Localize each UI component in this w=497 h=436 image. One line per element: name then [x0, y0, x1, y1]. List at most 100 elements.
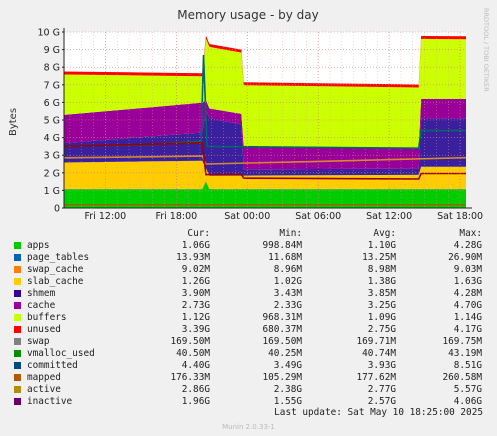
legend-swatch — [14, 350, 21, 357]
legend-max: 8.51G — [453, 360, 482, 371]
header-min: Min: — [279, 228, 302, 239]
header-cur: Cur: — [187, 228, 210, 239]
legend-name: inactive — [27, 396, 73, 407]
legend-max: 260.58M — [442, 372, 482, 383]
legend-swatch — [14, 326, 21, 333]
legend-cur: 176.33M — [170, 372, 210, 383]
legend-avg: 2.75G — [367, 324, 396, 335]
legend-cur: 2.73G — [181, 300, 210, 311]
y-tick-label: 2 G — [44, 168, 60, 179]
legend-row-apps: apps 1.06G 998.84M 1.10G 4.28G — [14, 240, 489, 252]
last-update: Last update: Sat May 10 18:25:00 2025 — [274, 407, 483, 418]
legend-row-cache: cache 2.73G 2.33G 3.25G 4.70G — [14, 300, 489, 312]
legend-min: 2.33G — [273, 300, 302, 311]
legend-row-vmalloc_used: vmalloc_used 40.50M 40.25M 40.74M 43.19M — [14, 348, 489, 360]
legend-cur: 3.39G — [181, 324, 210, 335]
legend-cur: 3.90M — [181, 288, 210, 299]
legend-swatch — [14, 338, 21, 345]
legend-cur: 1.26G — [181, 276, 210, 287]
x-tick-label: Sat 00:00 — [224, 211, 270, 222]
legend-min: 105.29M — [262, 372, 302, 383]
legend-swatch — [14, 362, 21, 369]
legend-rows: apps 1.06G 998.84M 1.10G 4.28G page_tables 13.… — [14, 240, 489, 408]
legend-name: swap_cache — [27, 264, 84, 275]
y-tick-label: 10 G — [38, 28, 60, 39]
legend-name: cache — [27, 300, 56, 311]
legend-max: 9.03M — [453, 264, 482, 275]
legend-avg: 2.57G — [367, 396, 396, 407]
legend-min: 11.68M — [268, 252, 302, 263]
legend-max: 43.19M — [448, 348, 482, 359]
x-tick-label: Fri 18:00 — [155, 211, 197, 222]
legend-cur: 40.50M — [176, 348, 210, 359]
legend-cur: 2.86G — [181, 384, 210, 395]
legend-name: page_tables — [27, 252, 90, 263]
legend-min: 680.37M — [262, 324, 302, 335]
legend-max: 4.70G — [453, 300, 482, 311]
legend-row-committed: committed 4.40G 3.49G 3.93G 8.51G — [14, 360, 489, 372]
header-max: Max: — [459, 228, 482, 239]
legend-row-inactive: inactive 1.96G 1.55G 2.57G 4.06G — [14, 396, 489, 408]
x-tick-label: Sat 18:00 — [437, 211, 483, 222]
legend-swatch — [14, 266, 21, 273]
legend-max: 26.90M — [448, 252, 482, 263]
x-tick-label: Fri 12:00 — [85, 211, 127, 222]
legend-name: slab_cache — [27, 276, 84, 287]
legend-min: 3.49G — [273, 360, 302, 371]
legend-min: 1.55G — [273, 396, 302, 407]
legend-min: 1.02G — [273, 276, 302, 287]
legend-min: 40.25M — [268, 348, 302, 359]
legend-avg: 1.10G — [367, 240, 396, 251]
legend-swatch — [14, 290, 21, 297]
legend-name: active — [27, 384, 61, 395]
legend-max: 1.14G — [453, 312, 482, 323]
legend-min: 2.38G — [273, 384, 302, 395]
legend: Cur: Min: Avg: Max: apps 1.06G 998.84M 1.10… — [14, 228, 489, 408]
legend-name: shmem — [27, 288, 56, 299]
legend-name: unused — [27, 324, 61, 335]
header-avg: Avg: — [373, 228, 396, 239]
legend-swatch — [14, 374, 21, 381]
y-tick-label: 8 G — [44, 63, 60, 74]
legend-swatch — [14, 386, 21, 393]
legend-name: apps — [27, 240, 50, 251]
legend-row-swap: swap 169.50M 169.50M 169.71M 169.75M — [14, 336, 489, 348]
legend-avg: 3.93G — [367, 360, 396, 371]
legend-row-swap_cache: swap_cache 9.02M 8.96M 8.98M 9.03M — [14, 264, 489, 276]
legend-cur: 4.40G — [181, 360, 210, 371]
legend-avg: 3.25G — [367, 300, 396, 311]
y-tick-label: 3 G — [44, 151, 60, 162]
legend-min: 169.50M — [262, 336, 302, 347]
munin-version: Munin 2.0.33-1 — [222, 423, 275, 431]
line-series — [63, 54, 467, 206]
legend-cur: 13.93M — [176, 252, 210, 263]
x-tick-label: Sat 12:00 — [366, 211, 412, 222]
line-active — [63, 155, 467, 165]
y-tick-label: 9 G — [44, 45, 60, 56]
legend-avg: 3.85M — [367, 288, 396, 299]
legend-max: 1.63G — [453, 276, 482, 287]
legend-swatch — [14, 278, 21, 285]
legend-name: vmalloc_used — [27, 348, 95, 359]
legend-max: 5.57G — [453, 384, 482, 395]
area-apps — [64, 181, 466, 208]
y-axis-label: Bytes — [8, 108, 19, 136]
legend-row-buffers: buffers 1.12G 968.31M 1.09G 1.14G — [14, 312, 489, 324]
legend-min: 3.43M — [273, 288, 302, 299]
legend-row-active: active 2.86G 2.38G 2.77G 5.57G — [14, 384, 489, 396]
legend-swatch — [14, 302, 21, 309]
legend-avg: 177.62M — [356, 372, 396, 383]
legend-min: 998.84M — [262, 240, 302, 251]
area-unused — [64, 38, 466, 148]
legend-swatch — [14, 314, 21, 321]
legend-row-page_tables: page_tables 13.93M 11.68M 13.25M 26.90M — [14, 252, 489, 264]
legend-avg: 40.74M — [362, 348, 396, 359]
memory-chart: Memory usage - by day Bytes RRDTOOL / TO… — [8, 8, 490, 222]
legend-cur: 1.12G — [181, 312, 210, 323]
legend-swatch — [14, 254, 21, 261]
legend-swatch — [14, 242, 21, 249]
chart-title: Memory usage - by day — [177, 8, 318, 22]
legend-name: buffers — [27, 312, 67, 323]
line-inactive — [63, 142, 466, 180]
legend-avg: 2.77G — [367, 384, 396, 395]
